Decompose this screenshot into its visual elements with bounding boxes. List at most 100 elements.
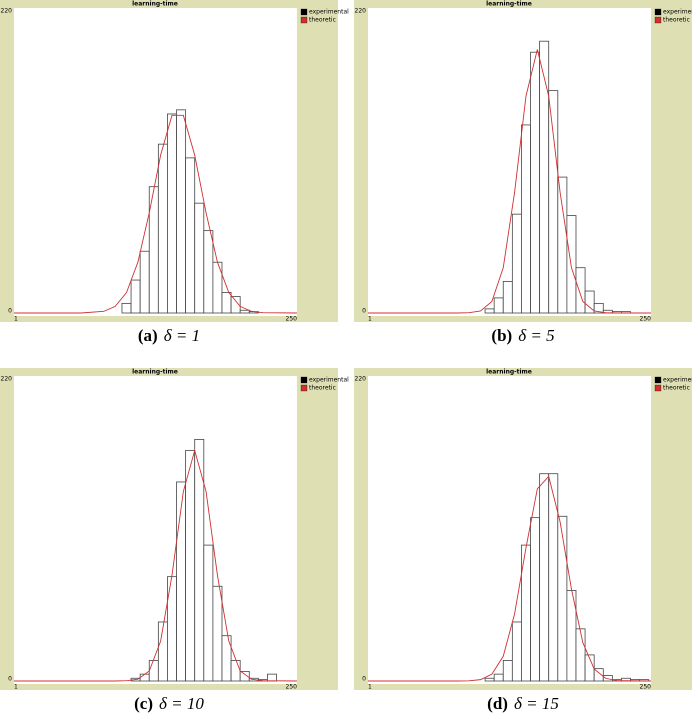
histogram-bar — [139, 250, 150, 314]
histogram-bar — [203, 544, 214, 682]
caption-label: (c) — [134, 694, 153, 713]
histogram-bar — [575, 628, 586, 682]
histogram-bar — [521, 124, 531, 314]
histogram-bar — [157, 621, 168, 682]
x-tick-label: 1 — [368, 316, 372, 323]
plot-area — [14, 376, 297, 684]
histogram-bar — [584, 290, 595, 314]
histogram-bar — [157, 143, 168, 314]
x-tick-label: 250 — [286, 316, 298, 323]
plot-panel: learning-time 0 220 1 250 experimentaltheoret… — [0, 368, 349, 713]
y-tick-label: 220 — [1, 376, 13, 383]
y-tick-label: 0 — [362, 676, 366, 683]
histogram-bar — [557, 176, 568, 314]
legend-swatch — [654, 8, 662, 16]
caption-text: δ = 15 — [514, 694, 559, 713]
theoretic-curve — [368, 49, 651, 314]
theoretic-curve — [14, 114, 298, 314]
legend-swatch — [654, 16, 662, 24]
legend-label: experimental — [309, 9, 349, 16]
caption-text: δ = 10 — [159, 694, 204, 713]
histogram-bar — [230, 296, 241, 314]
histogram-bar — [185, 157, 196, 314]
caption: (c) δ = 10 — [134, 694, 204, 713]
histogram-bar — [566, 215, 577, 314]
chart-title: learning-time — [486, 1, 532, 8]
histogram-bar — [593, 302, 604, 314]
histogram-bar — [239, 670, 250, 682]
histogram-bar — [221, 635, 232, 682]
x-tick-label: 250 — [640, 316, 652, 323]
histogram-bar — [539, 473, 550, 682]
histogram-bar — [221, 292, 232, 314]
plot-panel: learning-time 0 220 1 250 experimentaltheoret… — [354, 0, 692, 345]
histogram-bar — [557, 515, 568, 682]
caption-text: δ = 5 — [518, 326, 554, 345]
histogram-bar — [185, 449, 196, 682]
x-tick-label: 1 — [368, 684, 372, 691]
legend-label: theoretic — [663, 385, 690, 392]
x-tick-label: 250 — [640, 684, 652, 691]
legend-swatch — [300, 16, 308, 24]
histogram-bar — [484, 308, 495, 314]
x-tick-label: 1 — [14, 316, 18, 323]
histogram-bar — [548, 473, 559, 682]
histogram-bar — [502, 281, 513, 314]
legend-swatch — [654, 384, 662, 392]
y-tick-label: 220 — [1, 8, 13, 15]
caption-label: (a) — [138, 326, 158, 345]
caption: (b) δ = 5 — [491, 326, 554, 345]
legend-label: experimental — [309, 377, 349, 384]
y-tick-label: 0 — [8, 676, 12, 683]
x-tick-label: 250 — [286, 684, 298, 691]
histogram-bar — [194, 202, 205, 314]
histogram-bar — [230, 660, 241, 682]
caption-label: (b) — [491, 326, 512, 345]
plot-panel: learning-time 0 220 1 250 experimentaltheoret… — [354, 368, 692, 713]
histogram-bar — [593, 668, 604, 682]
legend-swatch — [300, 376, 308, 384]
legend-swatch — [300, 8, 308, 16]
histogram-bar — [539, 40, 550, 314]
histogram-bar — [602, 675, 613, 682]
legend-label: theoretic — [309, 17, 336, 24]
histogram-bar — [502, 660, 513, 682]
histogram-bar — [530, 51, 541, 314]
plot-panel: learning-time 0 220 1 250 experimentaltheoret… — [0, 0, 349, 345]
y-tick-label: 0 — [362, 308, 366, 315]
theoretic-curve — [368, 475, 652, 682]
y-tick-label: 220 — [355, 8, 367, 15]
chart-title: learning-time — [132, 1, 178, 8]
caption: (a) δ = 1 — [138, 326, 200, 345]
histogram-bar — [484, 677, 495, 682]
histogram-bar — [167, 113, 177, 314]
legend-swatch — [654, 376, 662, 384]
plot-area — [368, 8, 651, 316]
histogram-bar — [194, 439, 205, 682]
caption-label: (d) — [487, 694, 508, 713]
caption: (d) δ = 15 — [487, 694, 559, 713]
histogram-bar — [511, 213, 522, 314]
histogram-bar — [121, 302, 132, 314]
histogram-bar — [212, 585, 223, 682]
caption-text: δ = 1 — [164, 326, 200, 345]
histogram-bar — [139, 673, 150, 682]
histogram-bar — [203, 230, 214, 314]
histogram-bar — [511, 621, 522, 682]
theoretic-curve — [14, 448, 298, 682]
histogram-bar — [130, 279, 141, 314]
histogram-bar — [176, 109, 187, 314]
histogram-bar — [548, 90, 559, 314]
legend-label: theoretic — [663, 17, 690, 24]
histogram-bar — [239, 309, 250, 314]
histogram-bar — [267, 673, 277, 682]
y-tick-label: 220 — [355, 376, 367, 383]
histogram-bar — [530, 517, 541, 682]
plot-area — [368, 376, 651, 684]
y-tick-label: 0 — [8, 308, 12, 315]
histogram-bar — [493, 673, 504, 682]
legend-label: experimental — [663, 9, 692, 16]
chart-title: learning-time — [132, 369, 178, 376]
histogram-bar — [176, 481, 187, 682]
